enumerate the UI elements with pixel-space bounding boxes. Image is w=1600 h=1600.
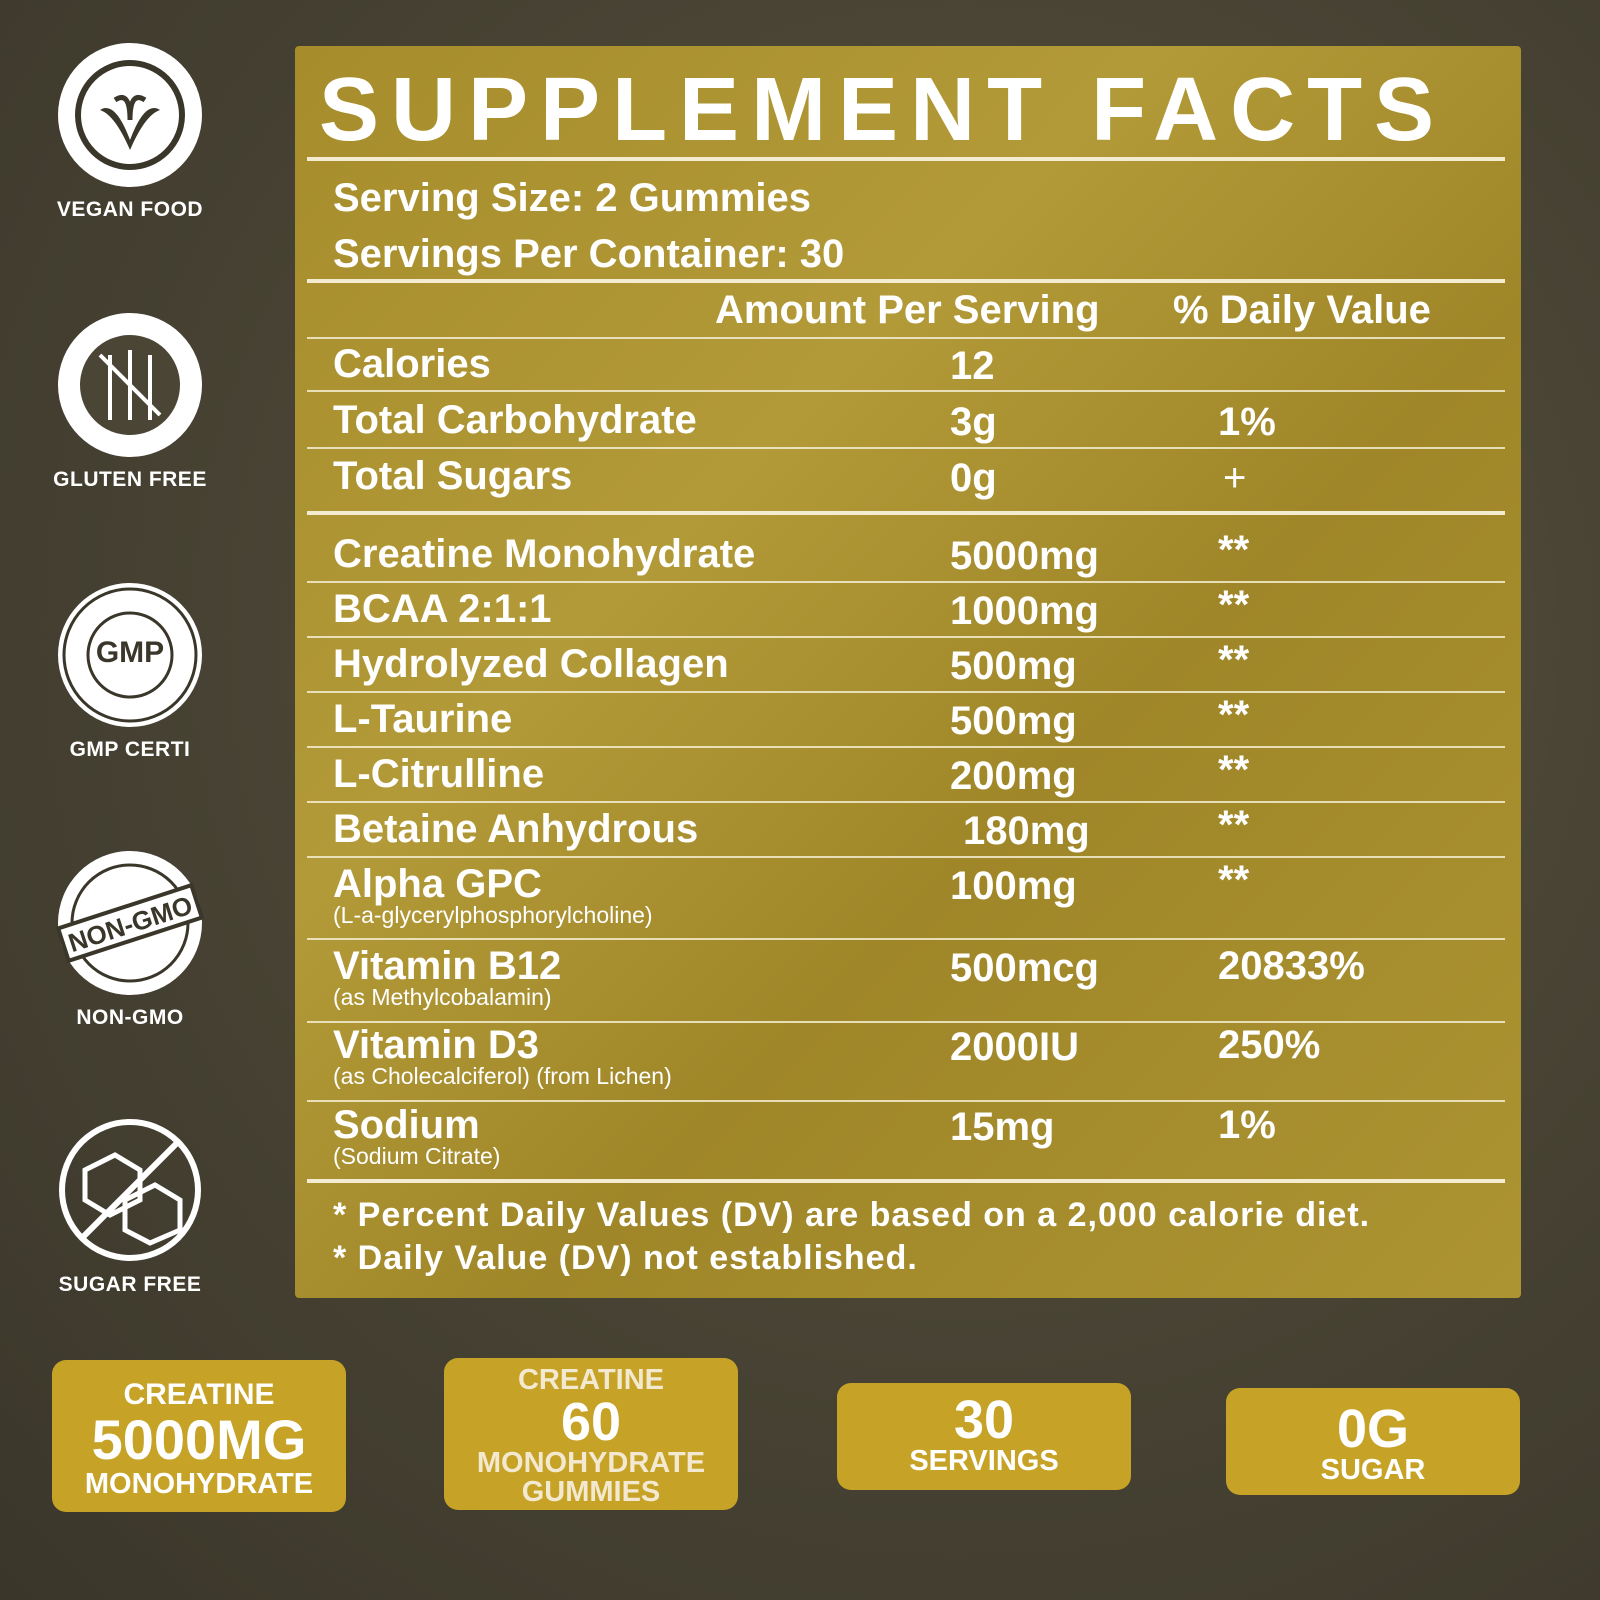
ingredient-amount: 200mg: [950, 754, 1077, 798]
stat-big: 30: [953, 1390, 1015, 1450]
stat-bottom: SUGAR: [1320, 1454, 1426, 1486]
svg-text:GMP: GMP: [96, 636, 164, 669]
stat-badge-creatine-5000mg: CREATINE 5000MG MONOHYDRATE: [52, 1360, 346, 1512]
ingredient-daily-value: **: [1218, 638, 1250, 682]
dv-column-header: % Daily Value: [1173, 288, 1431, 332]
ingredient-daily-value: **: [1218, 858, 1250, 902]
stat-bottom: SERVINGS: [909, 1445, 1059, 1477]
ingredient-amount: 500mcg: [950, 946, 1099, 990]
stat-badge-30-servings: 30 SERVINGS: [837, 1383, 1131, 1490]
ingredient-amount: 1000mg: [950, 589, 1099, 633]
stat-badge-60-gummies: CREATINE 60 MONOHYDRATE GUMMIES: [444, 1358, 738, 1510]
nutrient-amount: 12: [950, 344, 995, 388]
nutrient-name: Calories: [333, 342, 491, 386]
amount-column-header: Amount Per Serving: [715, 288, 1100, 332]
panel-title: SUPPLEMENT FACTS: [319, 60, 1447, 160]
ingredient-amount: 2000IU: [950, 1025, 1079, 1069]
divider: [307, 447, 1505, 449]
footnote: * Daily Value (DV) not established.: [333, 1239, 918, 1277]
divider: [307, 511, 1505, 515]
ingredient-source: (Sodium Citrate): [333, 1143, 501, 1169]
nutrient-name: Total Carbohydrate: [333, 398, 697, 442]
stat-bottom: MONOHYDRATE: [84, 1468, 314, 1500]
divider: [307, 1179, 1505, 1183]
ingredient-daily-value: 20833%: [1218, 944, 1365, 988]
ingredient-amount: 180mg: [963, 809, 1090, 853]
non-gmo-icon: NON-GMO: [55, 851, 205, 995]
badge-label: SUGAR FREE: [58, 1273, 202, 1296]
ingredient-name: Vitamin D3: [333, 1023, 539, 1067]
divider: [307, 801, 1505, 803]
ingredient-name: Alpha GPC: [333, 862, 542, 906]
divider: [307, 636, 1505, 638]
ingredient-daily-value: **: [1218, 803, 1250, 847]
gluten-free-wheat-icon: [58, 313, 202, 457]
badge-label: GMP CERTI: [69, 738, 191, 761]
servings-per-container: Servings Per Container: 30: [333, 232, 845, 276]
ingredient-name: L-Taurine: [333, 697, 513, 741]
ingredient-daily-value: **: [1218, 583, 1250, 627]
divider: [307, 746, 1505, 748]
nutrient-daily-value: 1%: [1218, 400, 1276, 444]
nutrient-amount: 0g: [950, 456, 997, 500]
divider: [307, 856, 1505, 858]
ingredient-name: Vitamin B12: [333, 944, 562, 988]
divider: [307, 1021, 1505, 1023]
divider: [307, 691, 1505, 693]
stat-big: 5000MG: [91, 1408, 307, 1471]
ingredient-daily-value: **: [1218, 693, 1250, 737]
gmp-certified-icon: GMP: [58, 583, 202, 727]
stat-badge-0g-sugar: 0G SUGAR: [1226, 1388, 1520, 1495]
supplement-facts-panel: SUPPLEMENT FACTS Serving Size: 2 Gummies…: [295, 46, 1521, 1298]
stat-bottom: GUMMIES: [521, 1476, 661, 1508]
serving-size: Serving Size: 2 Gummies: [333, 176, 811, 220]
ingredient-daily-value: 250%: [1218, 1023, 1321, 1067]
stat-big: 0G: [1336, 1399, 1410, 1459]
ingredient-name: Sodium: [333, 1103, 480, 1147]
nutrient-amount: 3g: [950, 400, 997, 444]
divider: [307, 279, 1505, 283]
ingredient-name: Creatine Monohydrate: [333, 532, 756, 576]
badge-non-gmo: NON-GMO NON-GMO: [50, 848, 210, 1030]
ingredient-name: Hydrolyzed Collagen: [333, 642, 729, 686]
badge-sugar-free: SUGAR FREE: [50, 1115, 210, 1297]
divider: [307, 390, 1505, 392]
ingredient-source: (as Methylcobalamin): [333, 984, 552, 1010]
stat-big: 60: [560, 1392, 622, 1452]
ingredient-name: Betaine Anhydrous: [333, 807, 699, 851]
badge-label: VEGAN FOOD: [56, 198, 204, 221]
divider: [307, 581, 1505, 583]
divider: [307, 337, 1505, 339]
sugar-free-cubes-icon: [59, 1119, 201, 1261]
footnote: * Percent Daily Values (DV) are based on…: [333, 1196, 1371, 1234]
ingredient-amount: 500mg: [950, 699, 1077, 743]
ingredient-name: L-Citrulline: [333, 752, 545, 796]
nutrient-name: Total Sugars: [333, 454, 573, 498]
divider: [307, 1100, 1505, 1102]
divider: [307, 157, 1505, 161]
badge-label: GLUTEN FREE: [53, 468, 207, 491]
nutrient-daily-value: +: [1223, 456, 1247, 500]
ingredient-amount: 500mg: [950, 644, 1077, 688]
ingredient-amount: 5000mg: [950, 534, 1099, 578]
stat-top: CREATINE: [517, 1364, 665, 1396]
stat-top: CREATINE: [123, 1378, 275, 1411]
divider: [307, 938, 1505, 940]
badge-vegan: VEGAN FOOD: [50, 40, 210, 222]
ingredient-source: (as Cholecalciferol) (from Lichen): [333, 1063, 672, 1089]
ingredient-daily-value: 1%: [1218, 1103, 1276, 1147]
badge-label: NON-GMO: [76, 1006, 184, 1029]
ingredient-name: BCAA 2:1:1: [333, 587, 552, 631]
stat-bottom: MONOHYDRATE: [476, 1447, 706, 1479]
ingredient-source: (L-a-glycerylphosphorylcholine): [333, 902, 653, 928]
ingredient-amount: 15mg: [950, 1105, 1055, 1149]
badge-gmp: GMP GMP CERTI: [50, 580, 210, 762]
ingredient-daily-value: **: [1218, 528, 1250, 572]
ingredient-daily-value: **: [1218, 748, 1250, 792]
vegan-leaf-icon: [58, 43, 202, 187]
badge-gluten-free: GLUTEN FREE: [50, 310, 210, 492]
ingredient-amount: 100mg: [950, 864, 1077, 908]
